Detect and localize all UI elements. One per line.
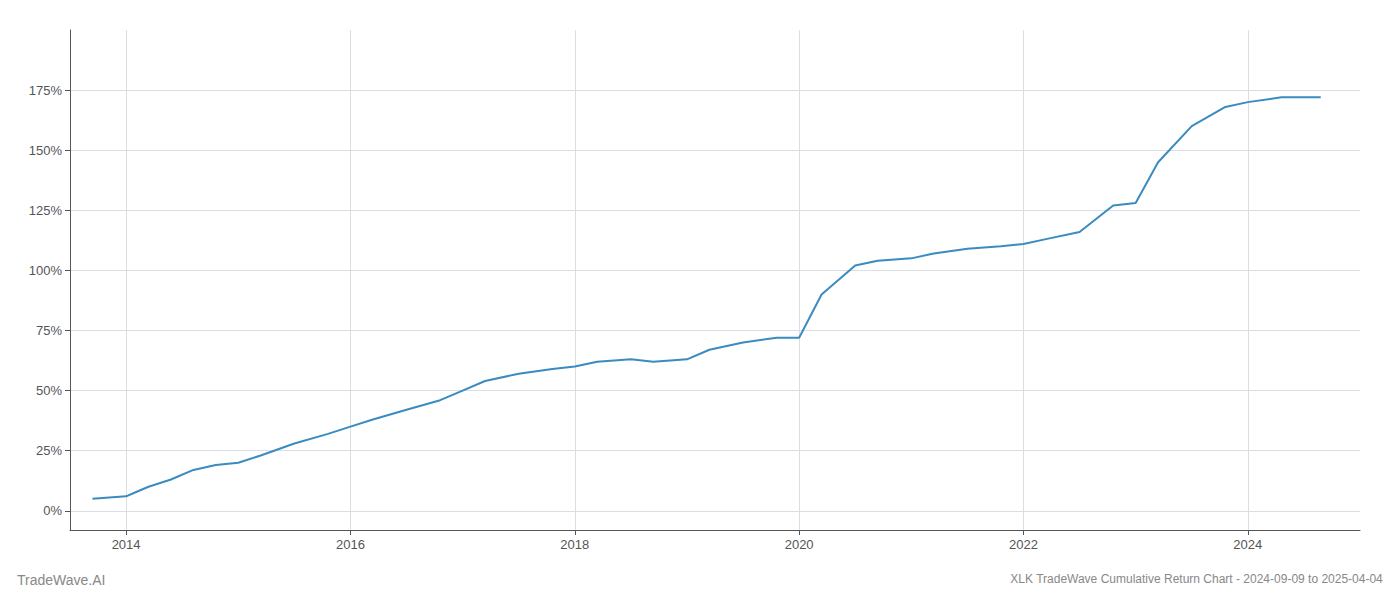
svg-text:2020: 2020	[785, 537, 814, 552]
svg-text:175%: 175%	[29, 83, 63, 98]
svg-text:125%: 125%	[29, 203, 63, 218]
svg-text:150%: 150%	[29, 143, 63, 158]
svg-text:0%: 0%	[43, 503, 62, 518]
svg-text:2018: 2018	[560, 537, 589, 552]
svg-text:2024: 2024	[1233, 537, 1262, 552]
svg-text:2014: 2014	[112, 537, 141, 552]
svg-text:50%: 50%	[36, 383, 62, 398]
svg-text:100%: 100%	[29, 263, 63, 278]
svg-text:2022: 2022	[1009, 537, 1038, 552]
svg-text:TradeWave.AI: TradeWave.AI	[17, 572, 105, 588]
svg-text:2016: 2016	[336, 537, 365, 552]
svg-text:XLK TradeWave Cumulative Retur: XLK TradeWave Cumulative Return Chart - …	[1010, 572, 1383, 586]
svg-text:75%: 75%	[36, 323, 62, 338]
svg-text:25%: 25%	[36, 443, 62, 458]
